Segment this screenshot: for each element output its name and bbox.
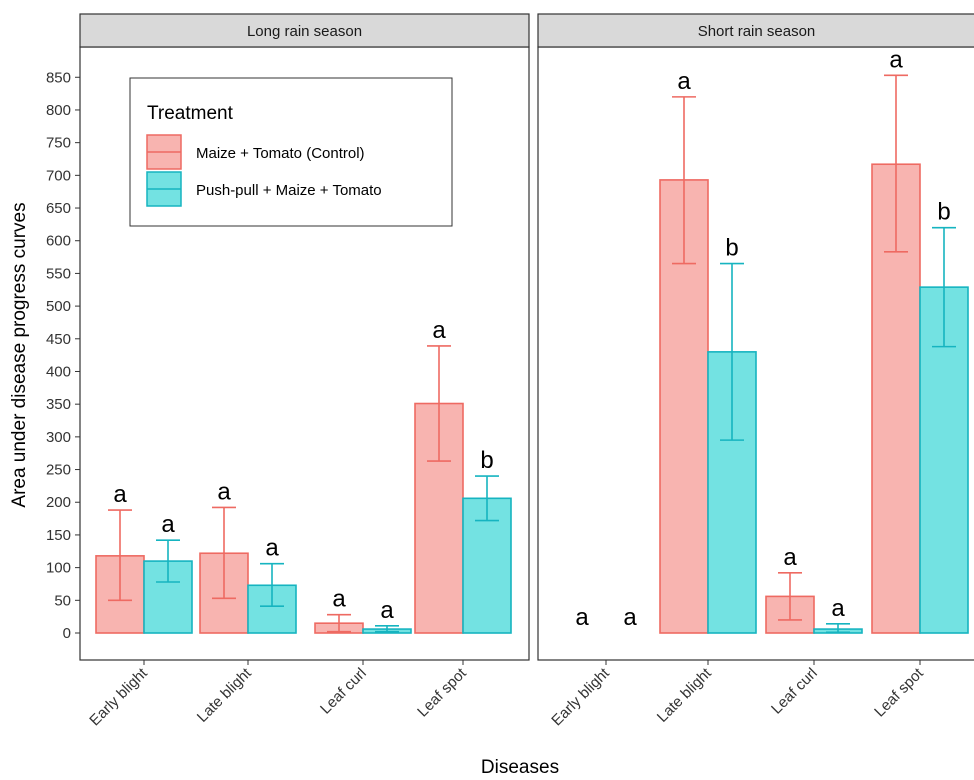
x-tick-label-p0-c0: Early blight (86, 664, 151, 729)
legend-label-pushpull: Push-pull + Maize + Tomato (196, 182, 382, 199)
y-tick-label-200: 200 (46, 494, 71, 511)
y-tick-label-850: 850 (46, 69, 71, 86)
y-tick-label-100: 100 (46, 560, 71, 577)
sig-letter-p0-s1-c2: a (380, 597, 394, 624)
y-tick-label-300: 300 (46, 429, 71, 446)
sig-letter-p1-s0-c2: a (783, 544, 797, 571)
sig-letter-p0-s1-c3: b (480, 447, 493, 474)
y-tick-label-700: 700 (46, 167, 71, 184)
legend-box (129, 77, 453, 227)
sig-letter-p1-s1-c3: b (937, 199, 950, 226)
legend-title: Treatment (147, 103, 234, 124)
panel-strip-1 (537, 13, 974, 48)
x-tick-label-p1-c2: Leaf curl (768, 665, 821, 718)
y-tick-label-800: 800 (46, 102, 71, 119)
y-tick-label-350: 350 (46, 396, 71, 413)
bars-layer: a a a a a a a b a a a a a b a b (95, 46, 969, 634)
x-tick-label-p0-c1: Late blight (194, 664, 256, 726)
panel-strip-0 (79, 13, 530, 48)
x-tick-label-p1-c1: Late blight (654, 664, 716, 726)
y-tick-label-750: 750 (46, 135, 71, 152)
y-tick-label-600: 600 (46, 233, 71, 250)
x-tick-label-p0-c2: Leaf curl (317, 665, 370, 718)
y-axis-title: Area under disease progress curves (9, 202, 30, 507)
legend: Treatment Maize + Tomato (Control) Push-… (129, 77, 453, 227)
y-tick-label-400: 400 (46, 363, 71, 380)
legend-label-control: Maize + Tomato (Control) (196, 145, 365, 162)
sig-letter-p1-s1-c2: a (831, 595, 845, 622)
sig-letter-p0-s0-c2: a (332, 586, 346, 613)
y-tick-label-650: 650 (46, 200, 71, 217)
panel-strip-title-0: Long rain season (247, 23, 362, 40)
y-axis: 0 50 100 150 200 250 300 350 400 450 500 550 600 650 7… (46, 69, 80, 642)
y-tick-label-50: 50 (54, 592, 71, 609)
sig-letter-p0-s1-c1: a (265, 535, 279, 562)
x-axis-title: Diseases (481, 757, 559, 778)
sig-letter-p0-s0-c0: a (113, 481, 127, 508)
sig-letter-p1-s0-c3: a (889, 46, 903, 73)
y-tick-label-500: 500 (46, 298, 71, 315)
sig-letter-p1-s0-c0: a (575, 604, 589, 631)
x-tick-label-p1-c0: Early blight (548, 664, 613, 729)
y-tick-label-0: 0 (63, 625, 71, 642)
x-axis: Early blight Late blight Leaf curl Leaf spo… (86, 660, 927, 729)
x-tick-label-p0-c3: Leaf spot (414, 664, 470, 720)
sig-letter-p0-s1-c0: a (161, 511, 175, 538)
y-tick-label-450: 450 (46, 331, 71, 348)
sig-letter-p0-s0-c1: a (217, 478, 231, 505)
sig-letter-p1-s0-c1: a (677, 68, 691, 95)
y-tick-label-250: 250 (46, 462, 71, 479)
y-tick-label-550: 550 (46, 265, 71, 282)
y-tick-label-150: 150 (46, 527, 71, 544)
sig-letter-p0-s0-c3: a (432, 317, 446, 344)
panel-strip-title-1: Short rain season (698, 23, 816, 40)
sig-letter-p1-s1-c0: a (623, 604, 637, 631)
x-tick-label-p1-c3: Leaf spot (871, 664, 927, 720)
sig-letter-p1-s1-c1: b (725, 235, 738, 262)
